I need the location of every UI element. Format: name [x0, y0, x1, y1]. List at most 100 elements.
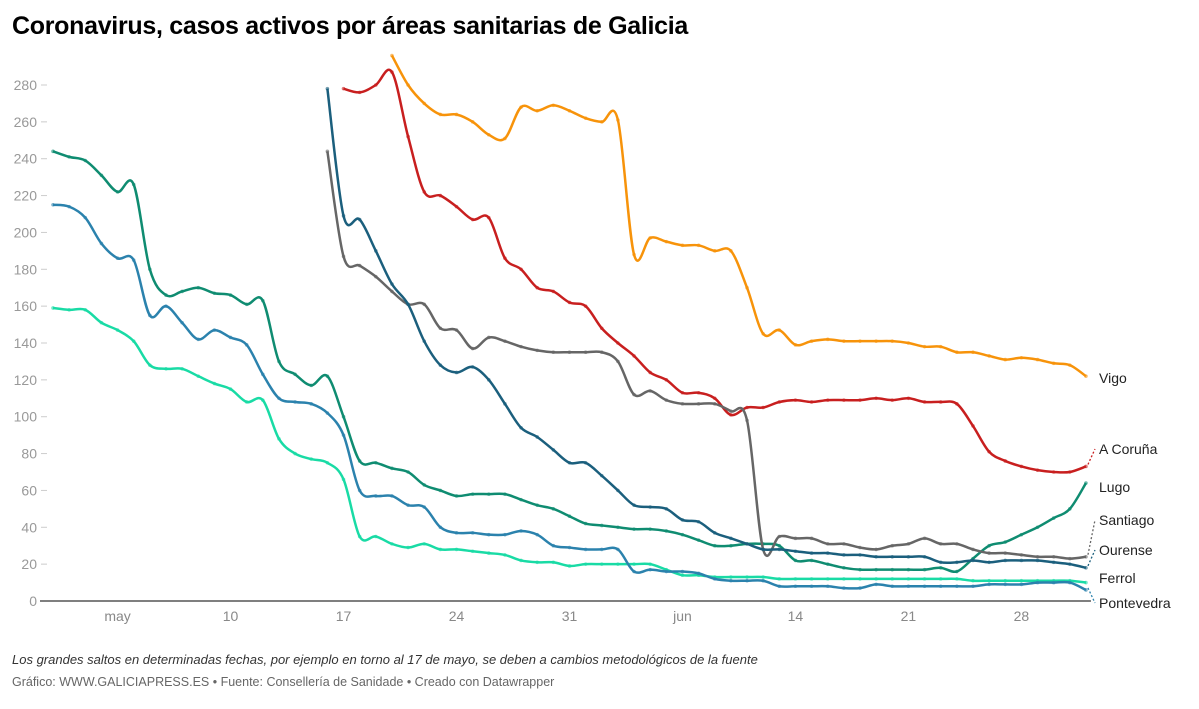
data-point[interactable] — [228, 293, 233, 297]
data-point[interactable] — [696, 538, 701, 542]
data-point[interactable] — [858, 398, 862, 402]
data-point[interactable] — [1019, 532, 1024, 537]
data-point[interactable] — [1068, 562, 1072, 566]
data-point[interactable] — [761, 405, 765, 410]
data-point[interactable] — [244, 302, 249, 307]
data-point[interactable] — [664, 569, 669, 574]
data-point[interactable] — [632, 569, 636, 574]
data-point[interactable] — [567, 564, 572, 568]
data-point[interactable] — [858, 545, 862, 550]
data-point[interactable] — [212, 291, 217, 296]
data-point[interactable] — [906, 577, 911, 581]
data-point[interactable] — [874, 339, 878, 343]
data-point[interactable] — [777, 547, 782, 552]
data-point[interactable] — [551, 289, 556, 294]
data-point[interactable] — [470, 346, 475, 351]
data-point[interactable] — [987, 354, 991, 358]
data-point[interactable] — [922, 577, 927, 581]
data-point[interactable] — [616, 341, 620, 345]
data-point[interactable] — [616, 359, 620, 364]
data-point[interactable] — [842, 542, 846, 546]
data-point[interactable] — [1051, 554, 1056, 559]
data-point[interactable] — [486, 215, 491, 220]
data-point[interactable] — [664, 529, 669, 533]
data-point[interactable] — [648, 370, 652, 375]
data-point[interactable] — [1019, 558, 1024, 563]
data-point[interactable] — [745, 285, 749, 290]
data-point[interactable] — [664, 378, 669, 382]
data-point[interactable] — [293, 451, 297, 456]
data-point[interactable] — [971, 424, 975, 428]
data-point[interactable] — [842, 553, 846, 557]
data-point[interactable] — [955, 569, 959, 574]
data-point[interactable] — [535, 503, 539, 507]
data-point[interactable] — [470, 120, 475, 124]
data-point[interactable] — [1084, 588, 1088, 592]
data-point[interactable] — [164, 293, 168, 297]
data-point[interactable] — [390, 466, 394, 471]
data-point[interactable] — [809, 584, 814, 589]
data-point[interactable] — [277, 437, 281, 441]
data-point[interactable] — [341, 433, 346, 437]
data-point[interactable] — [1003, 540, 1008, 544]
data-point[interactable] — [551, 543, 556, 548]
data-point[interactable] — [115, 190, 120, 194]
data-point[interactable] — [971, 350, 975, 355]
data-point[interactable] — [406, 302, 410, 307]
data-point[interactable] — [148, 267, 152, 272]
data-point[interactable] — [51, 149, 55, 154]
data-point[interactable] — [825, 577, 830, 581]
data-point[interactable] — [470, 365, 475, 369]
data-point[interactable] — [809, 551, 814, 555]
data-point[interactable] — [357, 263, 362, 268]
data-point[interactable] — [519, 267, 523, 272]
data-point[interactable] — [955, 542, 959, 546]
data-point[interactable] — [680, 532, 685, 537]
data-point[interactable] — [729, 409, 733, 413]
data-point[interactable] — [357, 534, 362, 539]
data-point[interactable] — [438, 326, 443, 331]
data-point[interactable] — [148, 363, 152, 367]
data-point[interactable] — [922, 536, 927, 541]
data-point[interactable] — [745, 575, 749, 579]
data-point[interactable] — [567, 300, 572, 305]
data-point[interactable] — [906, 341, 911, 345]
data-point[interactable] — [341, 477, 346, 482]
data-point[interactable] — [325, 86, 330, 91]
data-point[interactable] — [228, 387, 233, 391]
data-point[interactable] — [454, 328, 459, 332]
data-point[interactable] — [1035, 357, 1040, 362]
data-point[interactable] — [1003, 558, 1008, 563]
data-point[interactable] — [454, 370, 459, 375]
data-point[interactable] — [680, 402, 685, 406]
data-point[interactable] — [535, 348, 539, 353]
data-point[interactable] — [793, 577, 798, 581]
data-point[interactable] — [341, 86, 346, 91]
data-point[interactable] — [422, 339, 427, 343]
data-point[interactable] — [938, 344, 943, 349]
data-point[interactable] — [761, 547, 765, 552]
data-point[interactable] — [906, 396, 911, 401]
data-point[interactable] — [599, 547, 604, 552]
data-point[interactable] — [680, 390, 685, 395]
data-point[interactable] — [1068, 556, 1072, 561]
data-point[interactable] — [906, 567, 911, 572]
data-point[interactable] — [987, 578, 991, 583]
data-point[interactable] — [906, 584, 911, 589]
data-point[interactable] — [293, 400, 297, 404]
data-point[interactable] — [842, 577, 846, 581]
data-point[interactable] — [696, 390, 701, 395]
data-point[interactable] — [83, 158, 88, 163]
data-point[interactable] — [486, 551, 491, 555]
data-point[interactable] — [906, 542, 911, 546]
data-point[interactable] — [955, 350, 959, 355]
data-point[interactable] — [1051, 580, 1056, 585]
data-point[interactable] — [503, 492, 507, 496]
data-point[interactable] — [341, 214, 346, 218]
data-point[interactable] — [519, 558, 523, 563]
data-point[interactable] — [503, 256, 507, 261]
data-point[interactable] — [67, 204, 71, 209]
data-point[interactable] — [486, 378, 491, 382]
data-point[interactable] — [244, 343, 249, 347]
data-point[interactable] — [616, 488, 620, 493]
